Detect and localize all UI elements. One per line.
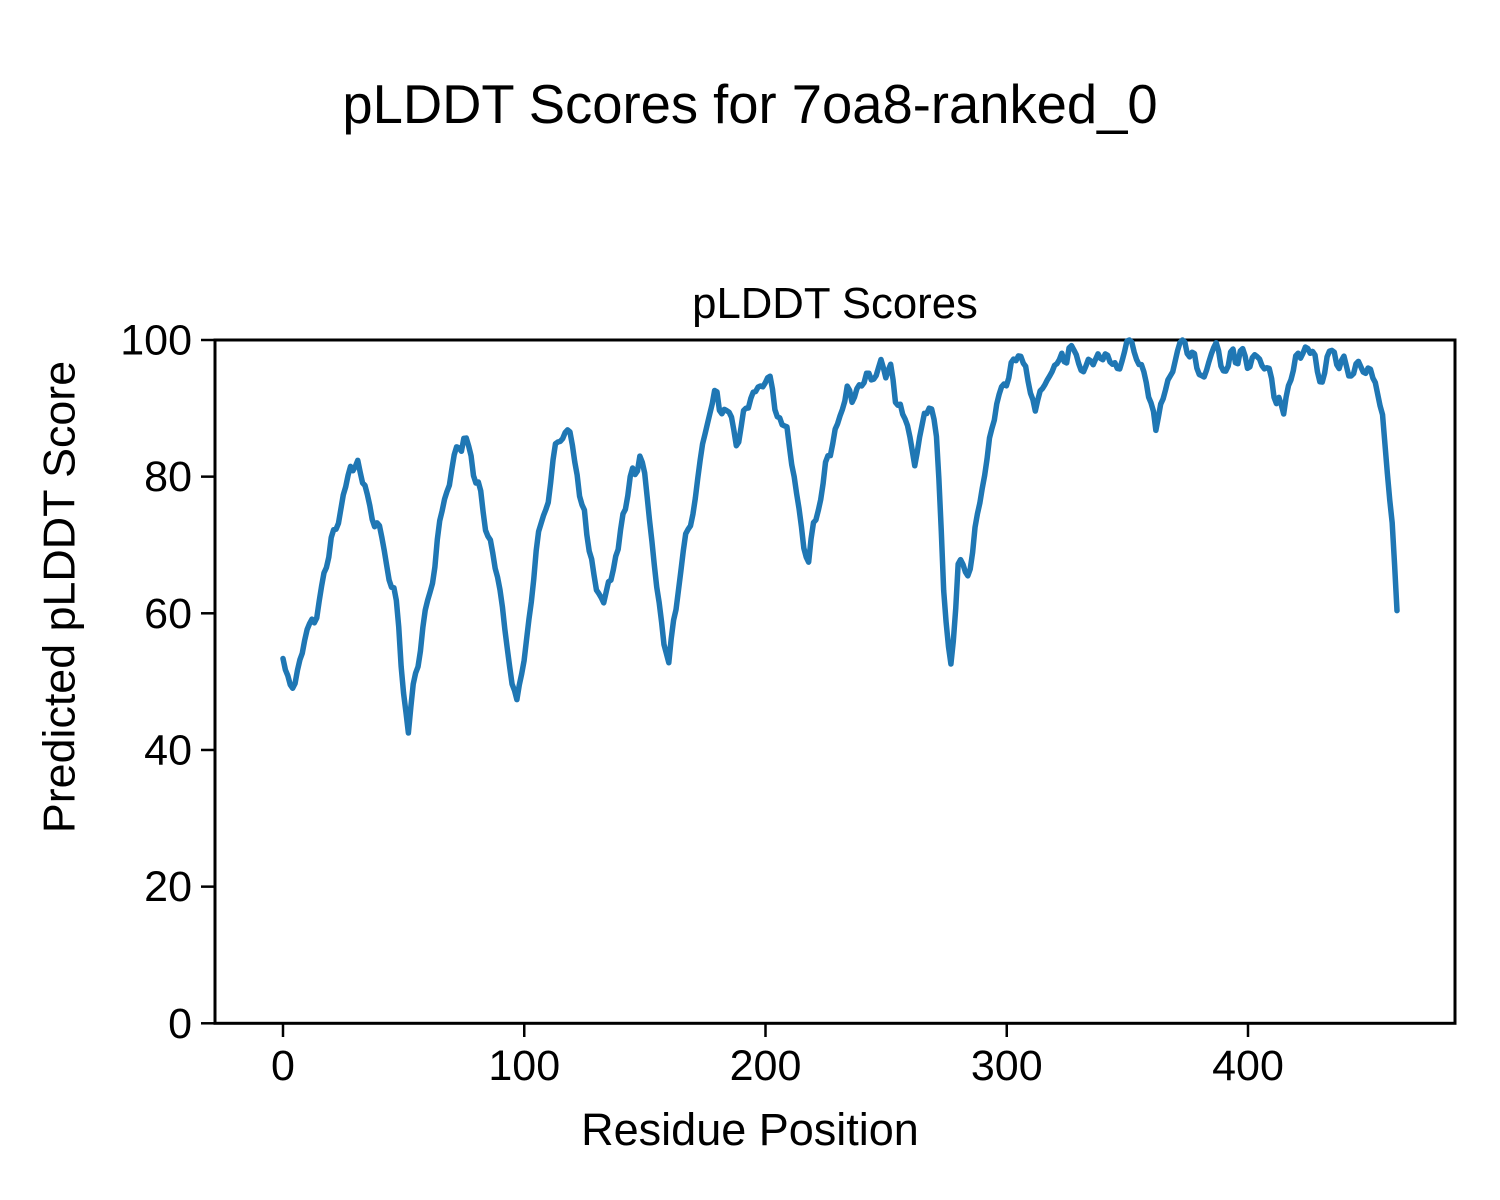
svg-text:60: 60	[144, 590, 192, 638]
svg-text:0: 0	[168, 1000, 192, 1048]
svg-text:100: 100	[488, 1042, 560, 1090]
svg-text:80: 80	[144, 453, 192, 501]
svg-text:0: 0	[271, 1042, 295, 1090]
svg-text:300: 300	[971, 1042, 1043, 1090]
svg-text:40: 40	[144, 727, 192, 775]
svg-text:200: 200	[730, 1042, 802, 1090]
svg-text:100: 100	[120, 317, 192, 365]
svg-text:400: 400	[1212, 1042, 1284, 1090]
svg-text:20: 20	[144, 863, 192, 911]
